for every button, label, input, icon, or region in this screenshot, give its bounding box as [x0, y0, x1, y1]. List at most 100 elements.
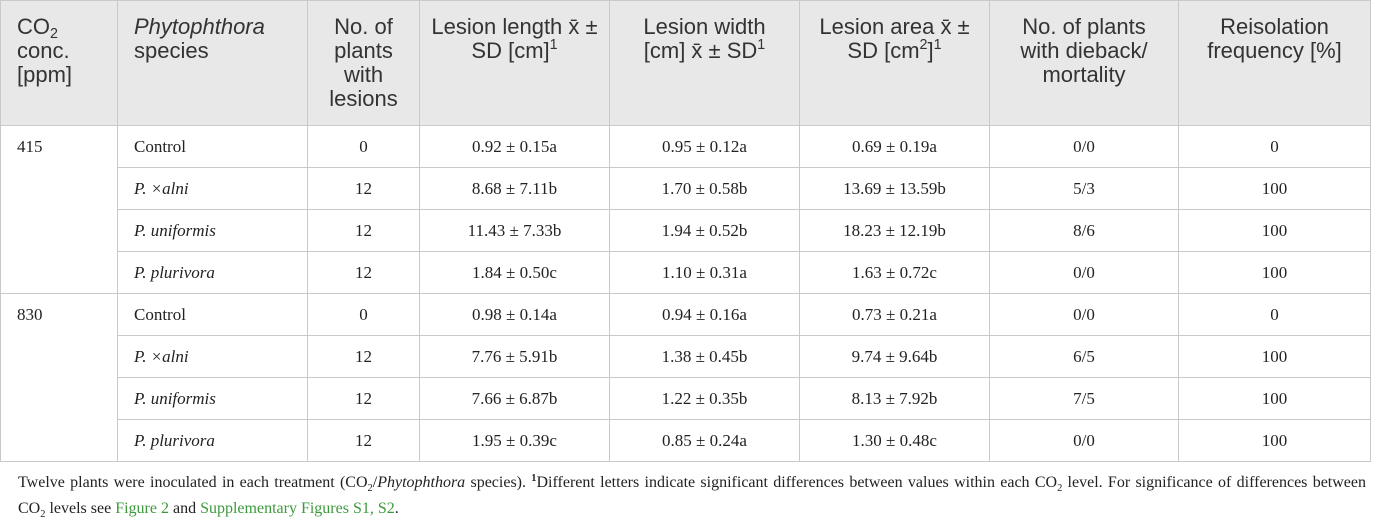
text: species). — [465, 474, 532, 491]
superscript: 1 — [549, 37, 558, 53]
superscript: 1 — [757, 37, 766, 53]
cell-text: 0 — [1270, 136, 1279, 156]
cell-text: P. uniformis — [134, 388, 216, 408]
text: Different letters indicate significant d… — [536, 474, 1058, 491]
value-cell: 1.70 ± 0.58b — [609, 167, 800, 210]
cell-text: 100 — [1261, 220, 1288, 240]
subscript: 2 — [40, 509, 46, 520]
value-cell: 0 — [307, 293, 420, 336]
cell-text: 0/0 — [1073, 262, 1095, 282]
value-cell: 8/6 — [989, 209, 1179, 252]
co2-cell: 830 — [0, 293, 118, 462]
value-cell: 1.95 ± 0.39c — [419, 419, 610, 462]
cell-text: 0 — [359, 136, 368, 156]
footnote: Twelve plants were inoculated in each tr… — [0, 462, 1372, 522]
superscript: 1 — [531, 473, 537, 484]
value-cell: 12 — [307, 377, 420, 420]
link[interactable]: Figure 2 — [115, 500, 169, 517]
cell-text: 7/5 — [1073, 388, 1095, 408]
species-cell: P. uniformis — [117, 209, 308, 252]
cell-text: 8.68 ± 7.11b — [471, 178, 558, 198]
cell-text: 0.98 ± 0.14a — [472, 304, 557, 324]
text: . — [394, 500, 399, 517]
cell-text: 9.74 ± 9.64b — [851, 346, 938, 366]
value-cell: 7.66 ± 6.87b — [419, 377, 610, 420]
cell-text: 7.66 ± 6.87b — [471, 388, 558, 408]
cell-text: 1.94 ± 0.52b — [661, 220, 748, 240]
text: levels see — [45, 500, 116, 517]
table-body: 415 Control 0 0.92 ± 0.15a 0.95 ± 0.12a 0.69 … — [0, 125, 1371, 462]
value-cell: 0.69 ± 0.19a — [799, 125, 990, 168]
value-cell: 100 — [1178, 335, 1371, 378]
value-cell: 0/0 — [989, 293, 1179, 336]
value-cell: 12 — [307, 167, 420, 210]
value-cell: 100 — [1178, 419, 1371, 462]
cell-text: 100 — [1261, 388, 1288, 408]
text: ] — [927, 38, 934, 63]
cell-text: 1.95 ± 0.39c — [472, 430, 557, 450]
value-cell: 0.98 ± 0.14a — [419, 293, 610, 336]
value-cell: 12 — [307, 209, 420, 252]
cell-text: 1.30 ± 0.48c — [852, 430, 937, 450]
text: Lesion area x̄ ± SD [cm — [819, 14, 970, 63]
text: No. of plants with dieback/ mortality — [1020, 14, 1148, 87]
cell-text: P. uniformis — [134, 220, 216, 240]
table-row: P. plurivora 12 1.95 ± 0.39c 0.85 ± 0.24a 1.… — [1, 419, 1371, 462]
value-cell: 0/0 — [989, 251, 1179, 294]
cell-text: 100 — [1261, 262, 1288, 282]
text: conc. [ppm] — [17, 38, 73, 87]
species-cell: P. plurivora — [117, 419, 308, 462]
cell-text: 1.10 ± 0.31a — [662, 262, 747, 282]
cell-text: 12 — [355, 388, 372, 408]
species-cell: P. ×alni — [117, 335, 308, 378]
cell-text: 0 — [359, 304, 368, 324]
value-cell: 1.94 ± 0.52b — [609, 209, 800, 252]
cell-text: 7.76 ± 5.91b — [471, 346, 558, 366]
value-cell: 0 — [1178, 293, 1371, 336]
text: Reisolation frequency [%] — [1207, 14, 1342, 63]
text: Phytophthora — [134, 14, 265, 39]
cell-text: 0/0 — [1073, 304, 1095, 324]
value-cell: 0.92 ± 0.15a — [419, 125, 610, 168]
text: Lesion width [cm] x̄ ± SD — [643, 14, 766, 63]
header-cell: Lesion length x̄ ± SD [cm]1 — [419, 0, 610, 126]
cell-text: 12 — [355, 178, 372, 198]
table-row: 830 Control 0 0.98 ± 0.14a 0.94 ± 0.16a 0.73 … — [0, 293, 1371, 462]
value-cell: 1.63 ± 0.72c — [799, 251, 990, 294]
cell-text: 100 — [1261, 430, 1288, 450]
cell-text: P. ×alni — [134, 346, 189, 366]
value-cell: 8.68 ± 7.11b — [419, 167, 610, 210]
subscript: 2 — [1057, 483, 1063, 494]
text: No. of plants with lesions — [329, 14, 398, 111]
species-cell: P. ×alni — [117, 167, 308, 210]
cell-text: P. plurivora — [134, 262, 215, 282]
value-cell: 0.73 ± 0.21a — [799, 293, 990, 336]
cell-text: 0.95 ± 0.12a — [662, 136, 747, 156]
table-row: P. plurivora 12 1.84 ± 0.50c 1.10 ± 0.31a 1.… — [1, 251, 1371, 294]
species-cell: P. plurivora — [117, 251, 308, 294]
value-cell: 1.84 ± 0.50c — [419, 251, 610, 294]
cell-text: 8.13 ± 7.92b — [851, 388, 938, 408]
value-cell: 0 — [1178, 125, 1371, 168]
cell-text: 0.85 ± 0.24a — [662, 430, 747, 450]
value-cell: 18.23 ± 12.19b — [799, 209, 990, 252]
table-row: 415 Control 0 0.92 ± 0.15a 0.95 ± 0.12a 0.69 … — [0, 125, 1371, 294]
cell-text: Control — [134, 136, 186, 156]
cell-text: 1.70 ± 0.58b — [661, 178, 748, 198]
cell-text: 1.84 ± 0.50c — [472, 262, 557, 282]
cell-text: 8/6 — [1073, 220, 1095, 240]
value-cell: 1.10 ± 0.31a — [609, 251, 800, 294]
value-cell: 100 — [1178, 167, 1371, 210]
cell-text: 11.43 ± 7.33b — [467, 220, 562, 240]
cell-text: 100 — [1261, 178, 1288, 198]
value-cell: 11.43 ± 7.33b — [419, 209, 610, 252]
header-cell: Lesion area x̄ ± SD [cm2]1 — [799, 0, 990, 126]
value-cell: 7.76 ± 5.91b — [419, 335, 610, 378]
link[interactable]: Supplementary Figures S1, S2 — [200, 500, 395, 517]
cell-text: 1.22 ± 0.35b — [661, 388, 748, 408]
cell-text: P. plurivora — [134, 430, 215, 450]
header-cell: Phytophthora species — [117, 0, 308, 126]
cell-text: 18.23 ± 12.19b — [843, 220, 946, 240]
cell-text: 0/0 — [1073, 430, 1095, 450]
